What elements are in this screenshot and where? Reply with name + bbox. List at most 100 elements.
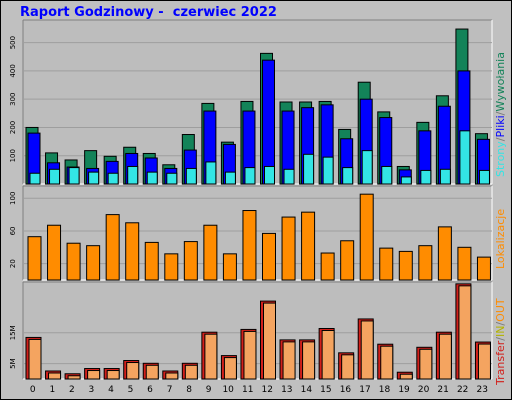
x-tick-label: 14 <box>301 385 313 395</box>
bar-transfer-inner <box>165 372 179 380</box>
bar-sites <box>144 241 159 281</box>
bar-sites <box>27 236 42 281</box>
bar-sites <box>203 224 218 281</box>
bar-pages <box>185 167 197 185</box>
bar-pages <box>146 171 158 185</box>
bar-pages <box>303 153 315 185</box>
bar-pages <box>342 167 354 185</box>
bar-transfer-inner <box>67 375 81 380</box>
bar-sites <box>418 245 433 281</box>
bar-transfer-inner <box>223 357 237 380</box>
bar-transfer-inner <box>360 320 374 380</box>
bar-sites <box>476 256 491 281</box>
kbytes-panel-background <box>23 282 492 379</box>
bar-sites <box>242 210 257 281</box>
x-tick-label: 22 <box>457 385 468 395</box>
x-tick-label: 17 <box>359 385 370 395</box>
bar-sites <box>164 253 179 281</box>
x-tick-label: 13 <box>281 385 292 395</box>
bar-transfer-inner <box>341 354 355 380</box>
x-tick-label: 12 <box>262 385 273 395</box>
bar-pages <box>439 168 451 185</box>
bar-pages <box>283 168 295 185</box>
bar-pages <box>264 165 275 185</box>
bar-sites <box>359 193 374 281</box>
bar-pages <box>205 161 217 185</box>
bar-pages <box>381 165 393 185</box>
x-tick-label: 3 <box>89 385 95 395</box>
y-tick-label: 20 <box>9 259 17 268</box>
page-title: Raport Godzinowy - czerwiec 2022 <box>20 5 277 20</box>
bar-transfer-inner <box>282 341 296 380</box>
x-tick-label: 15 <box>320 385 331 395</box>
bar-sites <box>437 226 452 281</box>
bar-transfer-inner <box>106 370 120 380</box>
bar-sites <box>86 245 101 281</box>
bar-transfer-inner <box>302 341 316 380</box>
bar-transfer-inner <box>263 302 276 380</box>
bar-transfer-inner <box>48 372 62 380</box>
bar-files <box>262 59 275 185</box>
bar-sites <box>125 222 140 281</box>
bar-pages <box>420 169 432 185</box>
legend-sites: Lokalizacje <box>494 209 507 269</box>
bar-transfer-inner <box>477 343 491 380</box>
hits-panel-background <box>23 20 492 184</box>
x-tick-label: 19 <box>398 385 410 395</box>
x-tick-label: 0 <box>30 385 36 395</box>
bar-sites <box>262 232 276 281</box>
bar-pages <box>244 167 256 185</box>
bar-sites <box>457 246 472 281</box>
bar-sites <box>301 211 316 281</box>
x-tick-label: 9 <box>206 385 212 395</box>
bar-pages <box>478 169 490 185</box>
bar-transfer-inner <box>184 364 198 380</box>
bar-pages <box>107 172 119 185</box>
bar-pages <box>88 171 100 185</box>
bar-transfer-inner <box>28 338 42 380</box>
x-tick-label: 10 <box>222 385 234 395</box>
bar-pages <box>224 171 236 185</box>
bar-pages <box>68 167 80 185</box>
bar-pages <box>400 176 412 185</box>
x-tick-label: 2 <box>69 385 75 395</box>
y-tick-label: 300 <box>9 92 17 105</box>
bar-pages <box>361 150 373 185</box>
bar-pages <box>322 156 334 185</box>
x-tick-label: 23 <box>477 385 488 395</box>
x-tick-label: 5 <box>128 385 134 395</box>
bar-sites <box>379 247 394 281</box>
bar-sites <box>47 224 62 281</box>
bar-sites <box>398 250 413 281</box>
bar-sites <box>66 242 81 281</box>
bar-transfer-inner <box>87 370 101 380</box>
y-tick-label: 200 <box>9 121 17 134</box>
bar-sites <box>222 253 237 281</box>
x-tick-label: 4 <box>108 385 114 395</box>
legend-transfer: Transfer/IN/OUT <box>494 298 507 386</box>
bar-transfer-inner <box>126 362 140 380</box>
bar-transfer-inner <box>399 373 413 380</box>
bar-pages <box>127 165 139 185</box>
bar-transfer-inner <box>204 333 218 380</box>
bar-transfer-inner <box>321 329 335 380</box>
x-tick-label: 7 <box>167 385 173 395</box>
x-tick-label: 20 <box>418 385 430 395</box>
bar-sites <box>105 214 120 281</box>
bar-pages <box>49 168 61 185</box>
y-tick-label: 400 <box>9 64 17 77</box>
y-tick-label: 60 <box>9 226 17 235</box>
bar-pages <box>166 172 178 185</box>
bar-transfer-inner <box>380 345 394 380</box>
x-tick-label: 21 <box>437 385 448 395</box>
bar-transfer-inner <box>419 348 433 380</box>
y-tick-label: 15M <box>9 325 17 340</box>
y-tick-label: 100 <box>9 192 17 205</box>
bar-transfer-inner <box>438 333 452 380</box>
bar-pages <box>459 130 471 185</box>
x-tick-label: 18 <box>379 385 391 395</box>
bar-sites <box>183 241 198 281</box>
legend-hits: Strony/Pliki/Wywołania <box>494 52 507 177</box>
